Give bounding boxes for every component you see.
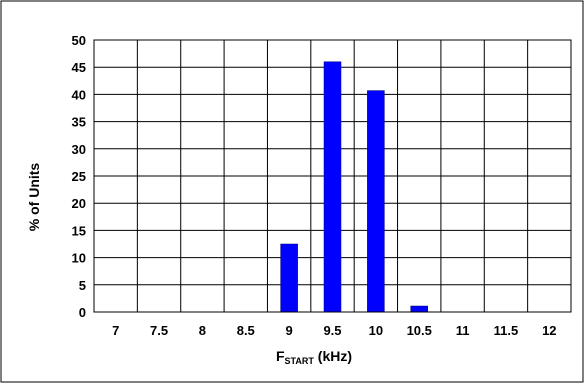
y-tick-label: 35 bbox=[72, 115, 86, 130]
x-axis-label-subscript: START bbox=[285, 356, 315, 366]
plot-area-border bbox=[93, 39, 572, 313]
bar-10.5 bbox=[410, 305, 428, 313]
x-axis-label-unit: (kHz) bbox=[314, 348, 352, 364]
x-tick-label: 9 bbox=[286, 323, 293, 338]
x-tick-labels: 7 7.5 8 8.5 9 9.5 10 10.5 11 11.5 12 bbox=[112, 323, 556, 338]
y-tick-label: 40 bbox=[72, 87, 86, 102]
x-tick-label: 12 bbox=[542, 323, 556, 338]
y-tick-labels: 0 5 10 15 20 25 30 35 40 45 50 bbox=[72, 33, 86, 320]
y-tick-label: 20 bbox=[72, 196, 86, 211]
x-axis-label: FSTART (kHz) bbox=[276, 348, 352, 366]
y-tick-label: 10 bbox=[72, 251, 86, 266]
x-tick-label: 11 bbox=[456, 323, 470, 338]
y-tick-label: 50 bbox=[72, 33, 86, 48]
x-axis-label-main: F bbox=[276, 348, 285, 364]
y-tick-label: 45 bbox=[72, 60, 86, 75]
bar-9 bbox=[280, 243, 298, 313]
y-tick-label: 25 bbox=[72, 169, 86, 184]
bar-9.5 bbox=[323, 61, 342, 313]
x-tick-label: 8 bbox=[199, 323, 206, 338]
x-tick-label: 7.5 bbox=[150, 323, 168, 338]
bars bbox=[280, 61, 428, 313]
x-tick-label: 7 bbox=[112, 323, 119, 338]
y-tick-label: 5 bbox=[79, 278, 86, 293]
x-tick-label: 10 bbox=[369, 323, 383, 338]
y-tick-label: 0 bbox=[79, 305, 86, 320]
y-tick-label: 30 bbox=[72, 142, 86, 157]
x-tick-label: 11.5 bbox=[494, 323, 519, 338]
x-tick-label: 10.5 bbox=[407, 323, 432, 338]
x-tick-label: 9.5 bbox=[323, 323, 341, 338]
y-axis-label: % of Units bbox=[26, 163, 42, 232]
bar-10 bbox=[367, 90, 385, 313]
x-tick-label: 8.5 bbox=[237, 323, 255, 338]
y-tick-label: 15 bbox=[72, 223, 86, 238]
